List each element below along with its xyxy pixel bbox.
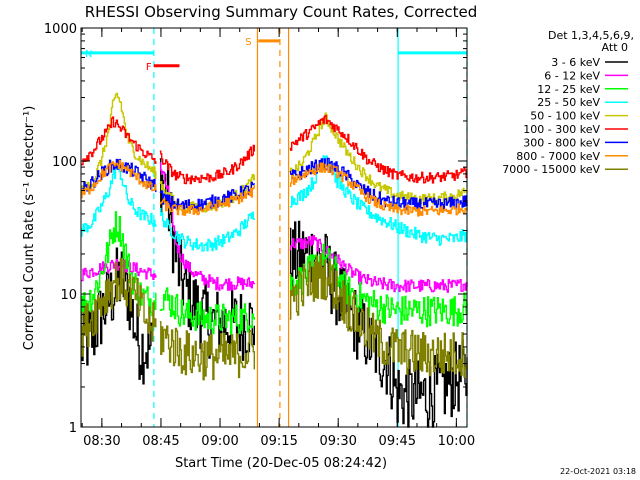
series-7000-15000kev-segment-1	[81, 257, 157, 357]
y-tick-label-10: 10	[60, 288, 77, 303]
x-tick-label-08:30: 08:30	[83, 434, 120, 449]
series-300-800kev-segment-3	[289, 157, 468, 212]
y-tick-label-1: 1	[69, 421, 77, 436]
series-800-7000kev-segment-3	[289, 162, 468, 217]
legend-label-25-50kev: 25 - 50 keV	[537, 96, 600, 109]
y-axis-label: Corrected Count Rate (s⁻¹ detector⁻¹)	[22, 106, 37, 351]
series-12-25kev-segment-3	[289, 243, 468, 328]
series-100-300kev-segment-1	[81, 116, 157, 166]
series-6-12kev-segment-1	[81, 259, 157, 282]
series-12-25kev-segment-2	[159, 287, 255, 335]
x-axis-label: Start Time (20-Dec-05 08:24:42)	[175, 456, 387, 471]
series-100-300kev-segment-3	[289, 114, 468, 184]
legend-label-6-12kev: 6 - 12 keV	[544, 69, 600, 82]
series-800-7000kev-segment-1	[81, 159, 157, 199]
legend-label-3-6kev: 3 - 6 keV	[551, 56, 600, 69]
series-50-100kev-segment-3	[289, 112, 468, 205]
x-tick-label-10:00: 10:00	[438, 434, 475, 449]
x-tick-label-08:45: 08:45	[142, 434, 179, 449]
series-7000-15000kev-segment-2	[159, 321, 255, 381]
legend-label-7000-15000kev: 7000 - 15000 keV	[502, 163, 600, 176]
x-tick-label-09:00: 09:00	[201, 434, 238, 449]
series-100-300kev-segment-2	[159, 144, 255, 185]
legend-label-50-100kev: 50 - 100 keV	[530, 110, 600, 123]
legend-label-300-800kev: 300 - 800 keV	[523, 136, 600, 149]
series-7000-15000kev-segment-3	[289, 253, 468, 378]
plot-frame	[80, 27, 468, 428]
series-6-12kev-segment-3	[289, 235, 468, 293]
x-tick-label-09:45: 09:45	[379, 434, 416, 449]
chart-title: RHESSI Observing Summary Count Rates, Co…	[85, 3, 478, 21]
flag-label-s: S	[245, 37, 251, 48]
flag-label-f: F	[146, 62, 152, 73]
x-tick-label-09:30: 09:30	[319, 434, 356, 449]
series-800-7000kev-segment-2	[159, 185, 255, 216]
legend-label-100-300kev: 100 - 300 keV	[523, 123, 600, 136]
series-6-12kev-segment-2	[159, 162, 255, 291]
flag-label-n: N	[85, 49, 92, 60]
series-12-25kev-segment-1	[81, 211, 157, 320]
legend-label-800-7000kev: 800 - 7000 keV	[516, 150, 600, 163]
legend-header-line-2: Att 0	[602, 41, 628, 54]
legend-label-12-25kev: 12 - 25 keV	[537, 83, 600, 96]
series-25-50kev-segment-2	[159, 207, 255, 252]
axes: 1 10 100 1000 08:30 08:45 09:00 09:15 09:30 09:45…	[44, 22, 475, 449]
y-tick-label-1000: 1000	[44, 22, 77, 37]
y-tick-label-100: 100	[52, 155, 77, 170]
legend-header-line-1: Det 1,3,4,5,6,9,	[548, 29, 634, 42]
footer-date: 22-Oct-2021 03:18	[560, 467, 636, 476]
x-tick-label-09:15: 09:15	[260, 434, 297, 449]
